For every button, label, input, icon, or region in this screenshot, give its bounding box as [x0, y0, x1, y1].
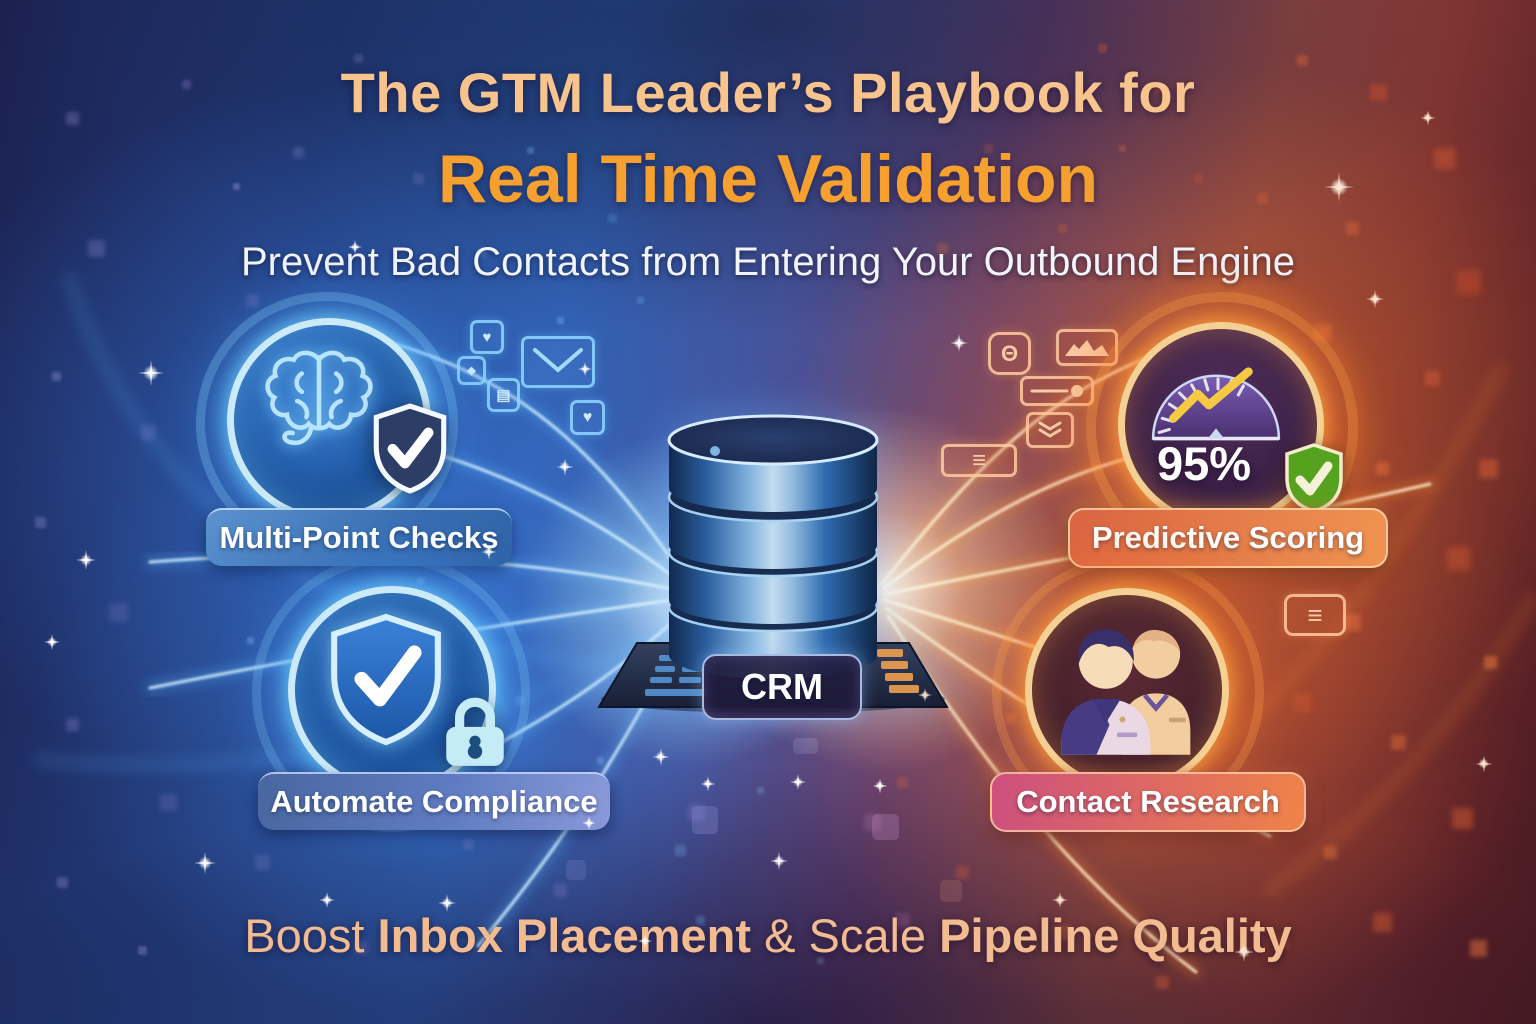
title-line1: The GTM Leader’s Playbook for: [340, 61, 1196, 124]
sparkle-icon: [1475, 755, 1492, 772]
sparkle-icon: [1366, 290, 1384, 308]
sparkle-icon: [556, 458, 573, 475]
sparkle-icon: [319, 892, 335, 908]
sparkle-icon: [138, 360, 164, 386]
sparkle-icon: [950, 334, 968, 352]
node-circle-multi-point-checks: [227, 318, 431, 522]
heart-card-icon: ♥: [470, 320, 504, 354]
node-label-predictive-scoring: Predictive Scoring: [1068, 508, 1388, 568]
node-label-automate-compliance: Automate Compliance: [258, 772, 610, 830]
people-icon: [1061, 629, 1191, 755]
node-label-text: Contact Research: [1016, 784, 1280, 819]
floating-square: [793, 738, 818, 754]
footer-part: Inbox Placement: [377, 909, 752, 962]
sparkle-icon: [872, 778, 887, 793]
footer-part: Scale: [808, 909, 927, 962]
sparkle-icon: [194, 852, 216, 874]
bokeh-dots: [0, 0, 1, 1]
node-label-text: Predictive Scoring: [1091, 520, 1365, 555]
slider-card-icon: [1020, 376, 1094, 406]
footer-part: Boost: [244, 909, 378, 962]
sparkle-icon: [700, 776, 715, 791]
node-label-text: Automate Compliance: [270, 784, 598, 819]
gauge-icon: [1151, 367, 1281, 441]
sparkle-icon: [76, 550, 96, 570]
sparkle-icon: [652, 748, 669, 765]
brain-icon: [265, 350, 373, 446]
image-card-icon: ▤: [487, 378, 520, 412]
score-value: 95%: [1156, 437, 1252, 490]
sparkle-icon: [770, 852, 788, 870]
node-label-text: Multi-Point Checks: [219, 520, 499, 555]
sparkle-icon: [44, 634, 60, 650]
floating-square: [692, 806, 718, 834]
chevrons-card-icon: [1026, 412, 1074, 448]
shield-check-icon: [331, 613, 441, 746]
crm-label: CRM: [702, 654, 862, 720]
bokeh-dots: [0, 0, 1, 1]
theta-card-icon: Θ: [988, 332, 1031, 375]
floating-square: [872, 814, 899, 840]
list-card-icon: ≡: [1284, 594, 1346, 636]
footer-tagline: Boost Inbox Placement & Scale Pipeline Q…: [0, 908, 1536, 963]
diamond-card-icon: ◆: [457, 356, 486, 385]
envelope-icon: [521, 336, 595, 388]
node-label-multi-point-checks: Multi-Point Checks: [206, 508, 512, 566]
floating-square: [566, 860, 586, 880]
sparkle-icon: [790, 774, 806, 790]
list-card-icon: ≡: [941, 444, 1017, 477]
area-chart-icon: [1056, 329, 1118, 366]
sparkle-icon: [1052, 892, 1068, 908]
subtitle: Prevent Bad Contacts from Entering Your …: [240, 240, 1295, 284]
node-label-contact-research: Contact Research: [990, 772, 1306, 832]
crm-label-text: CRM: [741, 666, 823, 707]
floating-square: [940, 880, 962, 902]
node-circle-automate-compliance: [288, 586, 496, 794]
bokeh-dots: [0, 0, 1, 1]
footer-part: &: [751, 909, 809, 962]
node-circle-contact-research: [1025, 588, 1229, 792]
node-circle-predictive-scoring: [1118, 322, 1324, 528]
footer-part: Pipeline Quality: [926, 909, 1292, 962]
sparkle-icon: [578, 362, 592, 376]
title-line2: Real Time Validation: [437, 141, 1099, 217]
